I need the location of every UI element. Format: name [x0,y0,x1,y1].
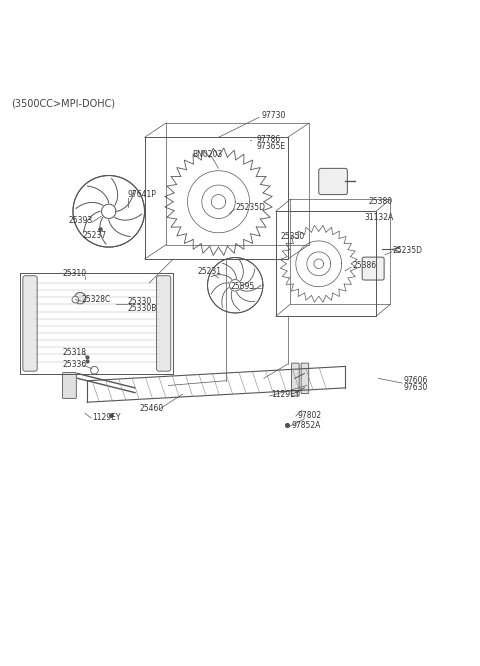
Text: 31132A: 31132A [364,213,393,222]
Text: 25350: 25350 [280,232,304,241]
Text: 97852A: 97852A [291,421,321,430]
FancyBboxPatch shape [319,168,348,194]
Text: 25235D: 25235D [235,204,265,212]
Circle shape [72,296,79,303]
Text: 25330B: 25330B [128,304,157,312]
Text: 25330: 25330 [128,296,152,306]
Text: 25235D: 25235D [393,246,423,256]
Text: 25395: 25395 [230,282,255,291]
Text: 25386: 25386 [352,260,376,270]
Text: 25318: 25318 [62,348,86,356]
Circle shape [91,366,98,374]
Text: 1129EY: 1129EY [271,390,300,398]
FancyBboxPatch shape [156,276,171,371]
Text: 25328C: 25328C [82,295,111,304]
Text: 25336: 25336 [62,360,87,368]
FancyBboxPatch shape [291,363,299,396]
Text: 25231: 25231 [197,268,221,276]
Text: 97641P: 97641P [128,190,157,199]
Text: 25310: 25310 [62,269,86,278]
Text: 97606: 97606 [403,376,428,385]
FancyBboxPatch shape [23,276,37,371]
Text: 97786: 97786 [257,135,281,145]
Text: 97802: 97802 [297,410,322,420]
Text: 25393: 25393 [68,216,93,225]
Text: 97365E: 97365E [257,143,286,151]
FancyBboxPatch shape [362,257,384,280]
Circle shape [74,292,86,304]
Text: 25380: 25380 [369,197,393,206]
Text: 1129EY: 1129EY [92,414,120,422]
Text: 25237: 25237 [83,230,107,240]
Text: 25460: 25460 [140,404,164,413]
Text: 97630: 97630 [403,384,428,392]
Text: BN0203: BN0203 [192,151,223,159]
Text: (3500CC>MPI-DOHC): (3500CC>MPI-DOHC) [11,99,115,109]
Text: 97730: 97730 [262,111,286,121]
FancyBboxPatch shape [62,372,76,398]
FancyBboxPatch shape [301,363,309,394]
